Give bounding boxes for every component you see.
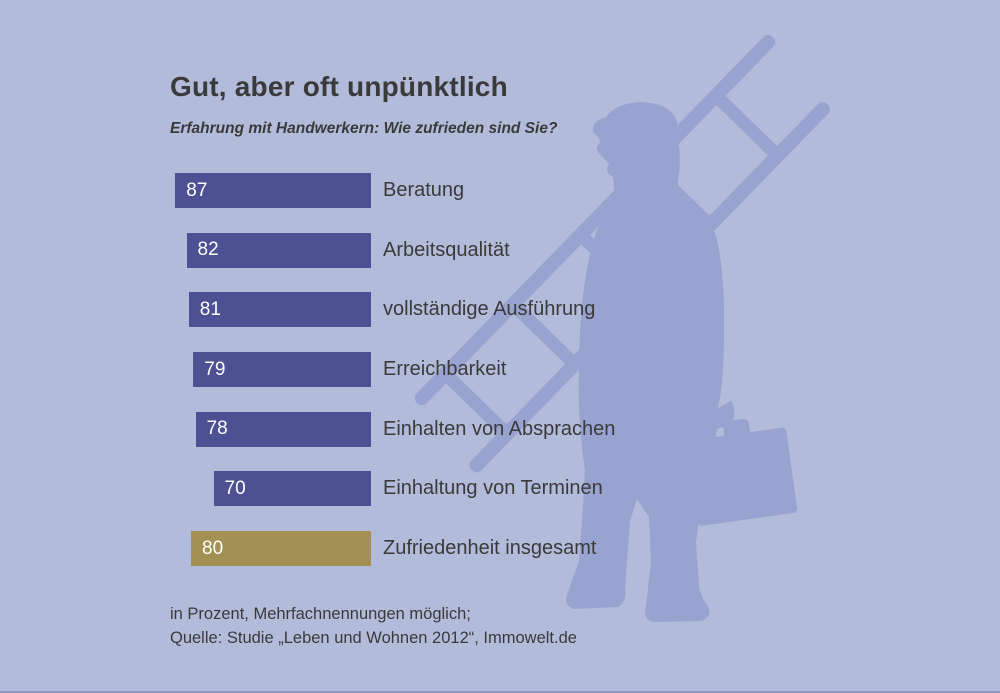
worker-figure [566,102,735,622]
bar-row: 78 Einhalten von Absprachen [170,411,616,447]
bar-track: 82 [170,232,371,268]
bar-value: 70 [224,477,246,499]
bar-row: 87 Beratung [170,173,615,208]
bar-label: Arbeitsqualität [383,238,510,261]
bar-track: 70 [170,471,371,507]
bar-label: Beratung [383,179,465,201]
bar-label: Erreichbarkeit [383,358,507,381]
footnote-line-2: Quelle: Studie „Leben und Wohnen 2012“, … [170,628,577,647]
chart-footnote: in Prozent, Mehrfachnennungen möglich; Q… [170,603,577,650]
bar-row: 82 Arbeitsqualität [170,232,615,268]
bar-value: 82 [197,239,219,261]
chart-subtitle: Erfahrung mit Handwerkern: Wie zufrieden… [170,120,558,137]
bar-track: 78 [170,411,371,447]
bottom-border-line [0,691,1000,693]
bar-label: Einhaltung von Terminen [383,477,603,500]
bar: 79 [193,352,371,388]
bar-row: 79 Erreichbarkeit [170,352,615,388]
bar-label: Einhalten von Absprachen [383,417,616,440]
bar: 70 [213,471,371,507]
bar-value: 81 [199,298,221,320]
bar-row: 81 vollständige Ausführung [170,292,615,328]
bar-row: 80 Zufriedenheit insgesamt [170,531,615,567]
bar: 82 [186,232,371,268]
bar-value: 79 [204,358,226,380]
bar-track: 79 [170,352,371,388]
bar-label: vollständige Ausführung [383,298,596,321]
bar-value: 78 [206,418,228,440]
bar: 81 [188,292,371,328]
bar-chart: 87 Beratung 82 Arbeitsqualität 81 vollständig… [170,173,615,591]
bar-track: 87 [170,173,371,208]
footnote-line-1: in Prozent, Mehrfachnennungen möglich; [170,605,471,623]
silhouette-group [414,34,830,622]
bar: 87 [175,173,371,208]
chart-title: Gut, aber oft unpünktlich [170,71,508,102]
bar: 80 [191,531,371,567]
bar: 78 [195,411,371,447]
bar-value: 87 [186,179,208,201]
bar-track: 81 [170,292,371,328]
bar-track: 80 [170,531,371,567]
toolbox-icon [687,418,798,526]
bar-label: Zufriedenheit insgesamt [383,537,597,560]
bar-row: 70 Einhaltung von Terminen [170,471,615,507]
bar-value: 80 [202,537,224,559]
